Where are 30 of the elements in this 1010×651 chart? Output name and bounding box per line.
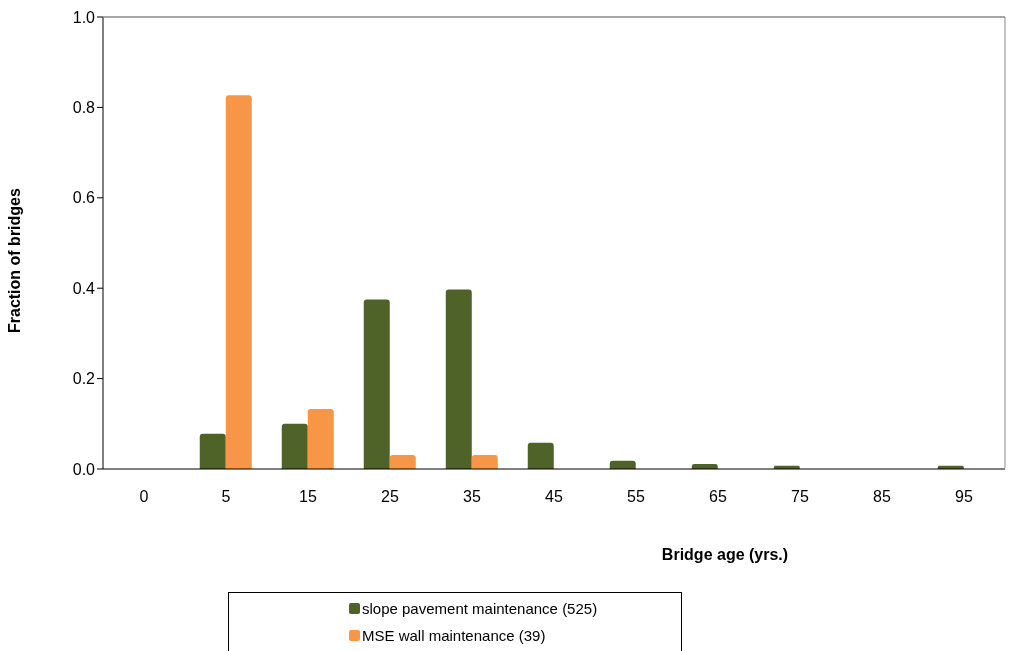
x-tick-label: 5 (221, 488, 231, 506)
legend-label: slope pavement maintenance (525) (362, 600, 598, 617)
y-tick-label: 0.6 (72, 189, 96, 207)
x-tick-label: 15 (299, 488, 317, 506)
x-tick-label: 75 (791, 488, 809, 506)
legend-label: MSE wall maintenance (39) (362, 627, 546, 644)
x-tick-label: 35 (463, 488, 481, 506)
bar (307, 408, 334, 469)
x-tick-label: 45 (545, 488, 563, 506)
y-tick-label: 0.8 (72, 99, 96, 117)
x-tick-label: 65 (709, 488, 727, 506)
bar (199, 433, 226, 469)
bar (363, 299, 390, 469)
y-axis-title: Fraction of bridges (5, 188, 23, 333)
bar (281, 423, 308, 469)
x-tick-label: 85 (873, 488, 891, 506)
bar (527, 442, 554, 469)
y-tick-label: 1.0 (72, 8, 96, 26)
y-tick-label: 0.2 (72, 370, 96, 388)
y-tick-label: 0.0 (72, 460, 96, 478)
bar (389, 454, 416, 469)
x-axis-title: Bridge age (yrs.) (660, 546, 790, 564)
x-tick-label: 95 (955, 488, 973, 506)
bar (471, 454, 498, 469)
bar (445, 289, 472, 469)
y-tick-label: 0.4 (72, 279, 96, 297)
x-tick-label: 25 (381, 488, 399, 506)
x-tick-label: 0 (139, 488, 149, 506)
x-tick-label: 55 (627, 488, 645, 506)
bar (225, 95, 252, 469)
